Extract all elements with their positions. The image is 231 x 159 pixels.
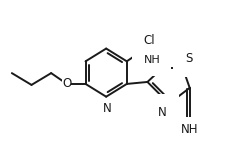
Text: NH: NH [143,55,160,65]
Text: O: O [62,77,71,90]
Text: N: N [102,102,111,115]
Text: NH: NH [180,123,198,136]
Text: S: S [184,52,191,65]
Text: N: N [158,106,166,119]
Text: Cl: Cl [143,34,155,47]
